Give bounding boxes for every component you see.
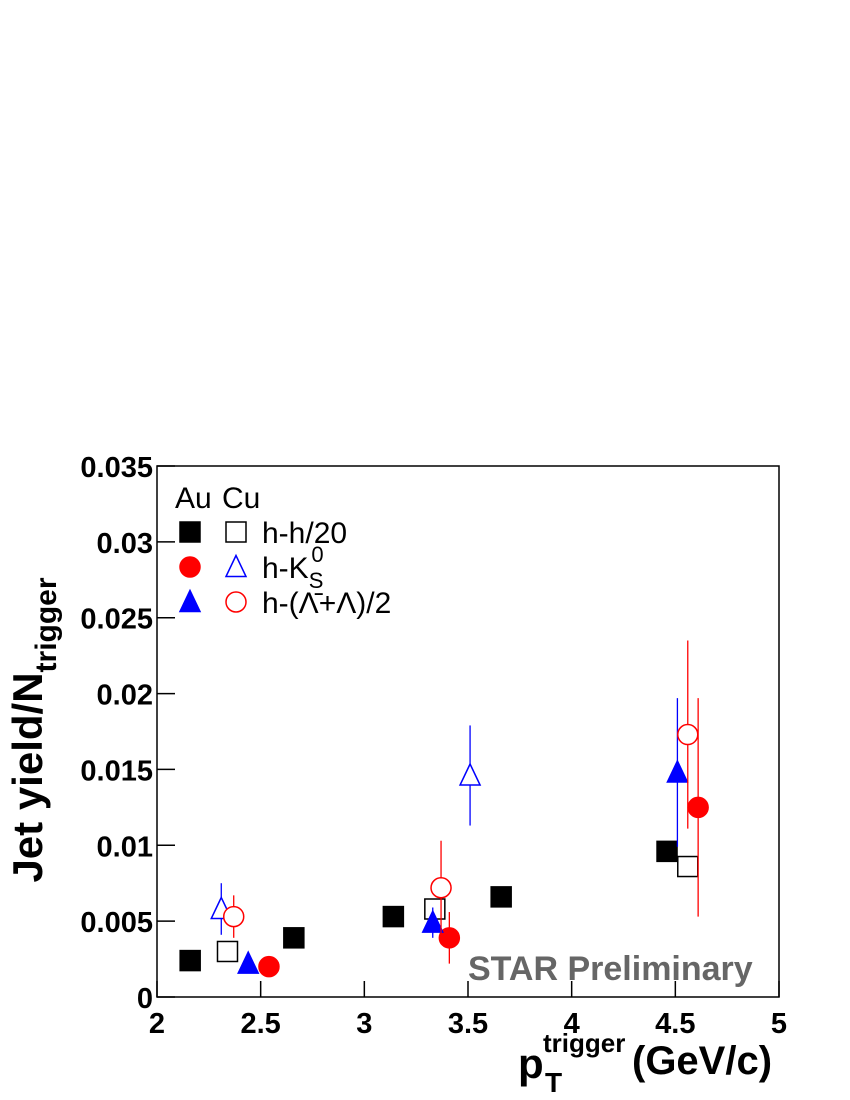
marker <box>258 955 280 978</box>
marker <box>687 796 709 819</box>
marker <box>458 762 482 786</box>
y-tick-label: 0.035 <box>80 452 153 484</box>
marker <box>421 909 444 933</box>
marker <box>677 723 699 746</box>
legend-label-sup: 0 <box>311 542 323 567</box>
legend-label-main: h-h/20 <box>262 517 347 550</box>
annotation: STAR Preliminary <box>468 950 753 988</box>
x-tick-label: 2 <box>149 1008 165 1040</box>
y-tick-label: 0.03 <box>97 528 153 560</box>
legend-label-main: h-K <box>262 552 309 585</box>
y-axis-title: Jet yield/Ntrigger <box>4 577 63 882</box>
legend-label: h-h/20 <box>262 517 347 550</box>
x-tick-label: 5 <box>771 1008 787 1040</box>
x-axis-title-unit: (GeV/c) <box>632 1039 772 1083</box>
x-tick-label: 4.5 <box>655 1008 695 1040</box>
marker <box>225 591 247 613</box>
x-tick-label: 3 <box>356 1008 372 1040</box>
marker <box>179 556 201 578</box>
legend-header: Cu <box>222 482 260 515</box>
marker <box>222 905 245 928</box>
y-tick-label: 0.025 <box>80 604 153 636</box>
y-axis-title-sub: trigger <box>30 577 63 672</box>
marker <box>178 588 202 613</box>
legend-label: h-(Λ̄+Λ)/2 <box>262 587 391 620</box>
marker <box>656 840 678 863</box>
y-axis-title-main: Jet yield/N <box>4 672 51 882</box>
x-axis-title: p <box>518 1040 544 1087</box>
marker <box>179 949 201 972</box>
marker <box>216 940 239 963</box>
x-tick-label: 4 <box>564 1008 580 1040</box>
x-tick-label: 2.5 <box>241 1008 281 1040</box>
marker <box>179 521 201 543</box>
x-axis-title-sub: T <box>545 1067 562 1098</box>
legend-label-main: h-(Λ̄+Λ)/2 <box>262 587 391 620</box>
marker <box>490 886 512 908</box>
marker <box>283 927 305 949</box>
y-tick-label: 0.01 <box>97 831 153 863</box>
marker <box>430 877 452 899</box>
marker <box>677 855 699 878</box>
y-tick-label: 0.005 <box>80 907 153 939</box>
marker <box>666 759 689 783</box>
marker <box>225 521 247 543</box>
y-tick-label: 0.02 <box>97 680 153 712</box>
legend-header: Au <box>175 482 212 515</box>
legend-label-sub: S <box>309 568 324 593</box>
marker <box>438 927 461 949</box>
marker <box>237 950 260 974</box>
x-axis-title-sup: trigger <box>543 1028 625 1058</box>
x-tick-label: 3.5 <box>448 1008 488 1040</box>
marker <box>224 553 248 578</box>
marker <box>382 905 405 928</box>
legend-label: h-KS0 <box>262 542 324 593</box>
y-tick-label: 0 <box>137 983 153 1015</box>
y-tick-label: 0.015 <box>80 755 153 787</box>
